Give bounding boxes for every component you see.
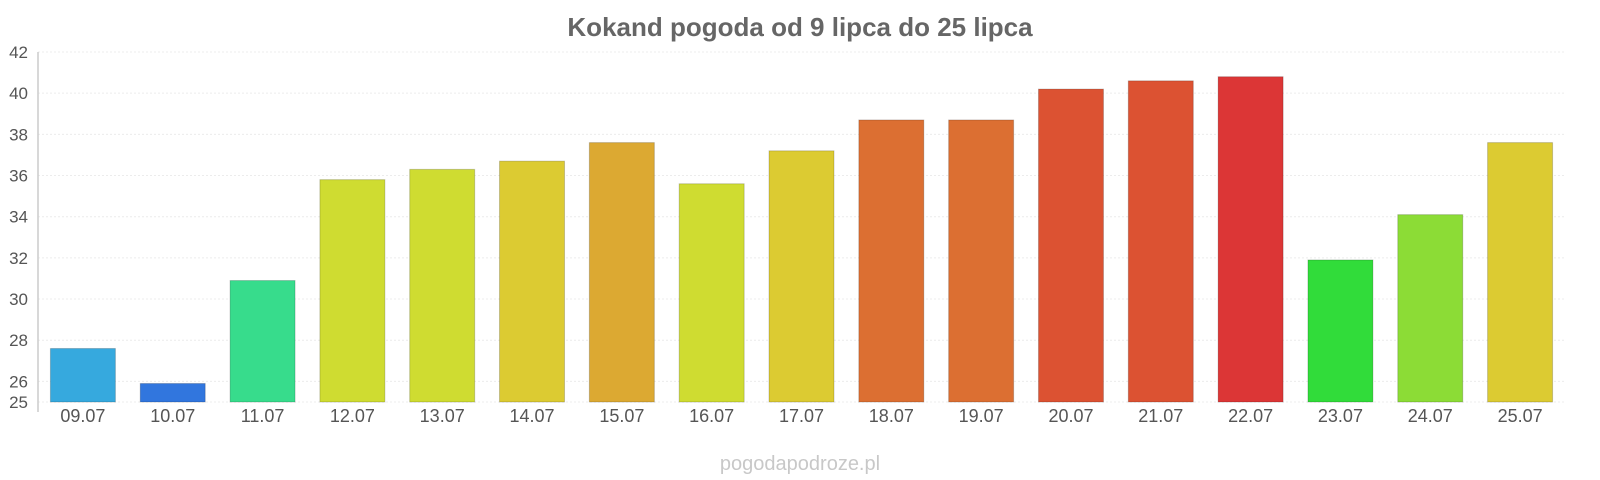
y-tick-label: 25	[9, 393, 28, 412]
y-tick-label: 30	[9, 290, 28, 309]
x-tick-label: 10.07	[150, 406, 195, 426]
bar-09.07[interactable]	[49, 347, 116, 403]
x-tick-label: 25.07	[1498, 406, 1543, 426]
x-tick-label: 13.07	[420, 406, 465, 426]
y-tick-label: 28	[9, 331, 28, 350]
bar-14.07[interactable]	[499, 160, 566, 403]
x-tick-label: 19.07	[959, 406, 1004, 426]
bar-12.07[interactable]	[319, 179, 386, 403]
x-tick-label: 14.07	[510, 406, 555, 426]
bar-10.07[interactable]	[139, 382, 206, 403]
x-tick-label: 12.07	[330, 406, 375, 426]
bar-20.07[interactable]	[1037, 88, 1104, 403]
bar-18.07[interactable]	[858, 119, 925, 403]
bar-24.07[interactable]	[1397, 214, 1464, 403]
chart-title: Kokand pogoda od 9 lipca do 25 lipca	[567, 12, 1033, 42]
bar-17.07[interactable]	[768, 150, 835, 403]
bar-21.07[interactable]	[1127, 80, 1194, 403]
bar-25.07[interactable]	[1487, 142, 1554, 403]
x-tick-label: 15.07	[599, 406, 644, 426]
x-tick-label: 24.07	[1408, 406, 1453, 426]
bar-19.07[interactable]	[948, 119, 1015, 403]
y-tick-label: 40	[9, 84, 28, 103]
y-tick-label: 42	[9, 43, 28, 62]
x-tick-label: 09.07	[60, 406, 105, 426]
y-tick-label: 38	[9, 125, 28, 144]
bar-16.07[interactable]	[678, 183, 745, 403]
x-tick-label: 11.07	[241, 406, 285, 426]
x-tick-label: 18.07	[869, 406, 914, 426]
x-axis-ticks: 09.07 10.07 11.07 12.07 13.07 14.07 15.07 16.07…	[60, 406, 1542, 426]
x-tick-label: 16.07	[689, 406, 734, 426]
y-tick-label: 34	[9, 208, 28, 227]
x-tick-label: 20.07	[1048, 406, 1093, 426]
x-tick-label: 22.07	[1228, 406, 1273, 426]
y-tick-label: 32	[9, 249, 28, 268]
bars	[49, 76, 1554, 403]
bar-15.07[interactable]	[588, 142, 655, 403]
y-tick-label: 26	[9, 372, 28, 391]
x-tick-label: 21.07	[1138, 406, 1183, 426]
bar-13.07[interactable]	[409, 168, 476, 403]
watermark: pogodapodroze.pl	[720, 453, 880, 475]
bar-11.07[interactable]	[229, 280, 296, 403]
y-axis-ticks: 25 26 28 30 32 34 36 38 40 42	[9, 43, 28, 412]
bar-23.07[interactable]	[1307, 259, 1374, 403]
bar-22.07[interactable]	[1217, 76, 1284, 403]
y-tick-label: 36	[9, 167, 28, 186]
x-tick-label: 17.07	[779, 406, 824, 426]
x-tick-label: 23.07	[1318, 406, 1363, 426]
